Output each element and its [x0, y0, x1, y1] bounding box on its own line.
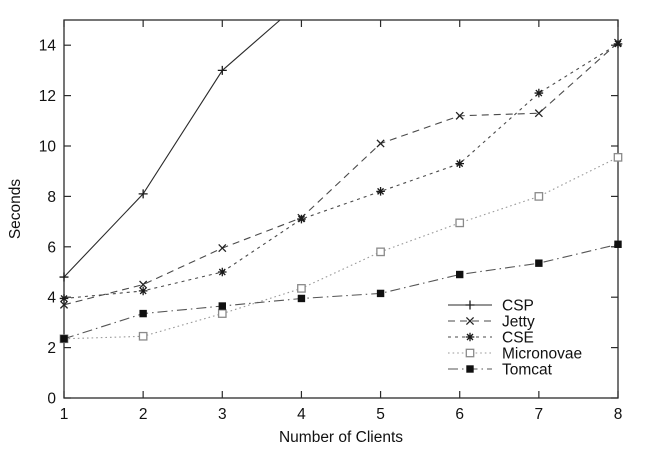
x-tick-label: 1 — [60, 406, 69, 423]
y-tick-label: 14 — [39, 38, 57, 55]
y-tick-label: 2 — [47, 340, 56, 357]
x-tick-label: 8 — [614, 406, 623, 423]
series-markers-tomcat — [60, 240, 622, 343]
legend-item-tomcat: Tomcat — [448, 362, 553, 379]
x-tick-label: 7 — [535, 406, 544, 423]
series-line-tomcat — [63, 243, 619, 340]
y-tick-label: 4 — [47, 290, 56, 307]
legend-label: CSE — [502, 330, 534, 347]
series-markers-micronovae — [59, 152, 623, 344]
series-markers-csp — [59, 65, 227, 282]
series-markers-jetty — [59, 38, 623, 309]
legend-item-jetty: Jetty — [448, 314, 535, 331]
x-tick-label: 2 — [139, 406, 148, 423]
y-tick-label: 10 — [39, 139, 57, 156]
legend-item-cse: CSE — [448, 330, 534, 347]
x-tick-label: 4 — [297, 406, 306, 423]
x-tick-label: 3 — [218, 406, 227, 423]
legend-label: Tomcat — [502, 362, 553, 379]
series-line-csp — [63, 19, 281, 278]
y-tick-label: 6 — [47, 239, 56, 256]
legend-label: Jetty — [502, 314, 535, 331]
series-line-cse — [63, 43, 619, 300]
y-tick-label: 8 — [47, 189, 56, 206]
legend-label: CSP — [502, 298, 534, 315]
series-line-jetty — [63, 42, 619, 306]
x-tick-label: 6 — [455, 406, 464, 423]
y-axis-title: Seconds — [7, 179, 24, 240]
x-tick-label: 5 — [376, 406, 385, 423]
plot-border — [63, 19, 619, 399]
legend-item-micronovae: Micronovae — [448, 346, 582, 363]
legend-label: Micronovae — [502, 346, 582, 363]
y-tick-label: 12 — [39, 88, 56, 105]
series-line-micronovae — [63, 156, 619, 340]
legend-item-csp: CSP — [448, 298, 534, 315]
y-tick-label: 0 — [47, 391, 56, 408]
x-axis-title: Number of Clients — [279, 429, 403, 446]
series-markers-cse — [59, 39, 623, 303]
